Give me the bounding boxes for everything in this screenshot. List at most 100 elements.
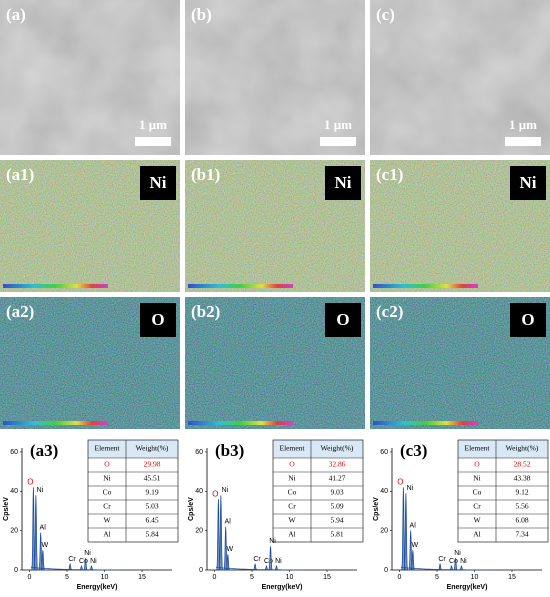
table-border bbox=[272, 439, 364, 543]
x-tick-label: 5 bbox=[250, 574, 254, 581]
peak-label: O bbox=[212, 489, 218, 498]
spectrum-peak bbox=[458, 565, 465, 571]
peak-label: Ni bbox=[407, 485, 414, 492]
sem-image bbox=[0, 0, 180, 155]
table-cell: W bbox=[288, 516, 296, 525]
y-tick-label: 60 bbox=[10, 449, 18, 456]
y-tick-label: 60 bbox=[195, 449, 203, 456]
scale-bar bbox=[135, 137, 171, 146]
x-tick-label: 15 bbox=[508, 574, 516, 581]
spectrum-peak bbox=[67, 562, 74, 571]
panel-label: (b3) bbox=[215, 441, 244, 460]
peak-label: O bbox=[27, 477, 33, 486]
element-box bbox=[325, 303, 361, 337]
x-tick-label: 5 bbox=[435, 574, 439, 581]
table-cell: 28.52 bbox=[514, 460, 531, 469]
table-cell: 45.51 bbox=[144, 474, 161, 483]
peak-label: W bbox=[412, 542, 419, 549]
x-tick-label: 0 bbox=[398, 574, 402, 581]
peak-label: W bbox=[42, 542, 49, 549]
table-header-bg bbox=[273, 440, 363, 458]
table-cell: Al bbox=[103, 530, 111, 539]
panel-label: (c1) bbox=[376, 165, 403, 184]
y-tick-label: 20 bbox=[380, 527, 388, 534]
panel-label: (a2) bbox=[6, 302, 34, 321]
table-cell: W bbox=[473, 516, 481, 525]
spectrum-peak bbox=[224, 554, 231, 571]
peak-label: Ni bbox=[460, 558, 467, 565]
spectrum-peak bbox=[267, 546, 274, 571]
peak-label: Al bbox=[410, 522, 417, 529]
table-cell: Cr bbox=[473, 502, 481, 511]
map-colorbar bbox=[3, 421, 108, 425]
panel-label: (c2) bbox=[376, 302, 403, 321]
peak-label: Ni bbox=[90, 558, 97, 565]
table-cell: Al bbox=[473, 530, 481, 539]
scale-bar bbox=[320, 137, 356, 146]
y-tick-label: 20 bbox=[10, 527, 18, 534]
table-cell: 43.38 bbox=[514, 474, 531, 483]
element-label: O bbox=[521, 310, 534, 329]
scale-label: 1 μm bbox=[324, 117, 352, 132]
y-tick-label: 60 bbox=[380, 449, 388, 456]
element-label: Ni bbox=[335, 173, 352, 192]
panel-label: (a) bbox=[6, 5, 26, 24]
element-box bbox=[510, 166, 546, 200]
element-label: Ni bbox=[520, 173, 537, 192]
table-cell: O bbox=[104, 460, 110, 469]
table-header: Element bbox=[95, 444, 121, 453]
x-axis-label: Energy(keV) bbox=[77, 584, 118, 591]
table-cell: Ni bbox=[288, 474, 296, 483]
table-cell: Co bbox=[288, 488, 297, 497]
table-cell: 5.56 bbox=[515, 502, 528, 511]
element-box bbox=[325, 166, 361, 200]
continuum bbox=[30, 566, 120, 571]
x-tick-label: 0 bbox=[213, 574, 217, 581]
table-cell: 7.34 bbox=[515, 530, 528, 539]
x-tick-label: 15 bbox=[138, 574, 146, 581]
peak-label: Co bbox=[449, 558, 458, 565]
table-cell: 9.03 bbox=[330, 488, 343, 497]
sem-image bbox=[370, 0, 550, 155]
panel-label: (a3) bbox=[30, 441, 58, 460]
panel-label: (c3) bbox=[400, 441, 427, 460]
panel-label: (c) bbox=[376, 5, 395, 24]
y-tick-label: 0 bbox=[384, 567, 388, 574]
x-tick-label: 10 bbox=[101, 574, 109, 581]
table-header: Weight(%) bbox=[321, 444, 354, 453]
table-header: Element bbox=[465, 444, 491, 453]
element-box bbox=[510, 303, 546, 337]
x-tick-label: 10 bbox=[471, 574, 479, 581]
panel-label: (b2) bbox=[191, 302, 220, 321]
y-tick-label: 40 bbox=[380, 488, 388, 495]
table-cell: 41.27 bbox=[329, 474, 346, 483]
peak-label: Ni bbox=[84, 550, 91, 557]
map-colorbar bbox=[373, 421, 478, 425]
y-tick-label: 0 bbox=[199, 567, 203, 574]
table-cell: Co bbox=[103, 488, 112, 497]
table-cell: Ni bbox=[473, 474, 481, 483]
element-label: O bbox=[336, 310, 349, 329]
x-tick-label: 5 bbox=[65, 574, 69, 581]
spectrum-peak bbox=[437, 562, 444, 571]
peak-label: Ni bbox=[37, 487, 44, 494]
panel-label: (b1) bbox=[191, 165, 220, 184]
table-border bbox=[87, 439, 179, 543]
table-cell: 29.98 bbox=[144, 460, 161, 469]
table-cell: 5.94 bbox=[330, 516, 343, 525]
x-tick-label: 10 bbox=[286, 574, 294, 581]
table-header: Weight(%) bbox=[506, 444, 539, 453]
table-cell: O bbox=[289, 460, 295, 469]
table-cell: Co bbox=[473, 488, 482, 497]
element-label: O bbox=[151, 310, 164, 329]
x-axis-label: Energy(keV) bbox=[262, 584, 303, 591]
map-colorbar bbox=[3, 284, 108, 288]
table-header-bg bbox=[88, 440, 178, 458]
table-cell: 5.81 bbox=[330, 530, 343, 539]
table-cell: Al bbox=[288, 530, 296, 539]
spectrum-peak bbox=[39, 550, 46, 571]
y-axis-label: Cps/eV bbox=[373, 497, 380, 521]
table-header-bg bbox=[458, 440, 548, 458]
x-tick-label: 15 bbox=[323, 574, 331, 581]
